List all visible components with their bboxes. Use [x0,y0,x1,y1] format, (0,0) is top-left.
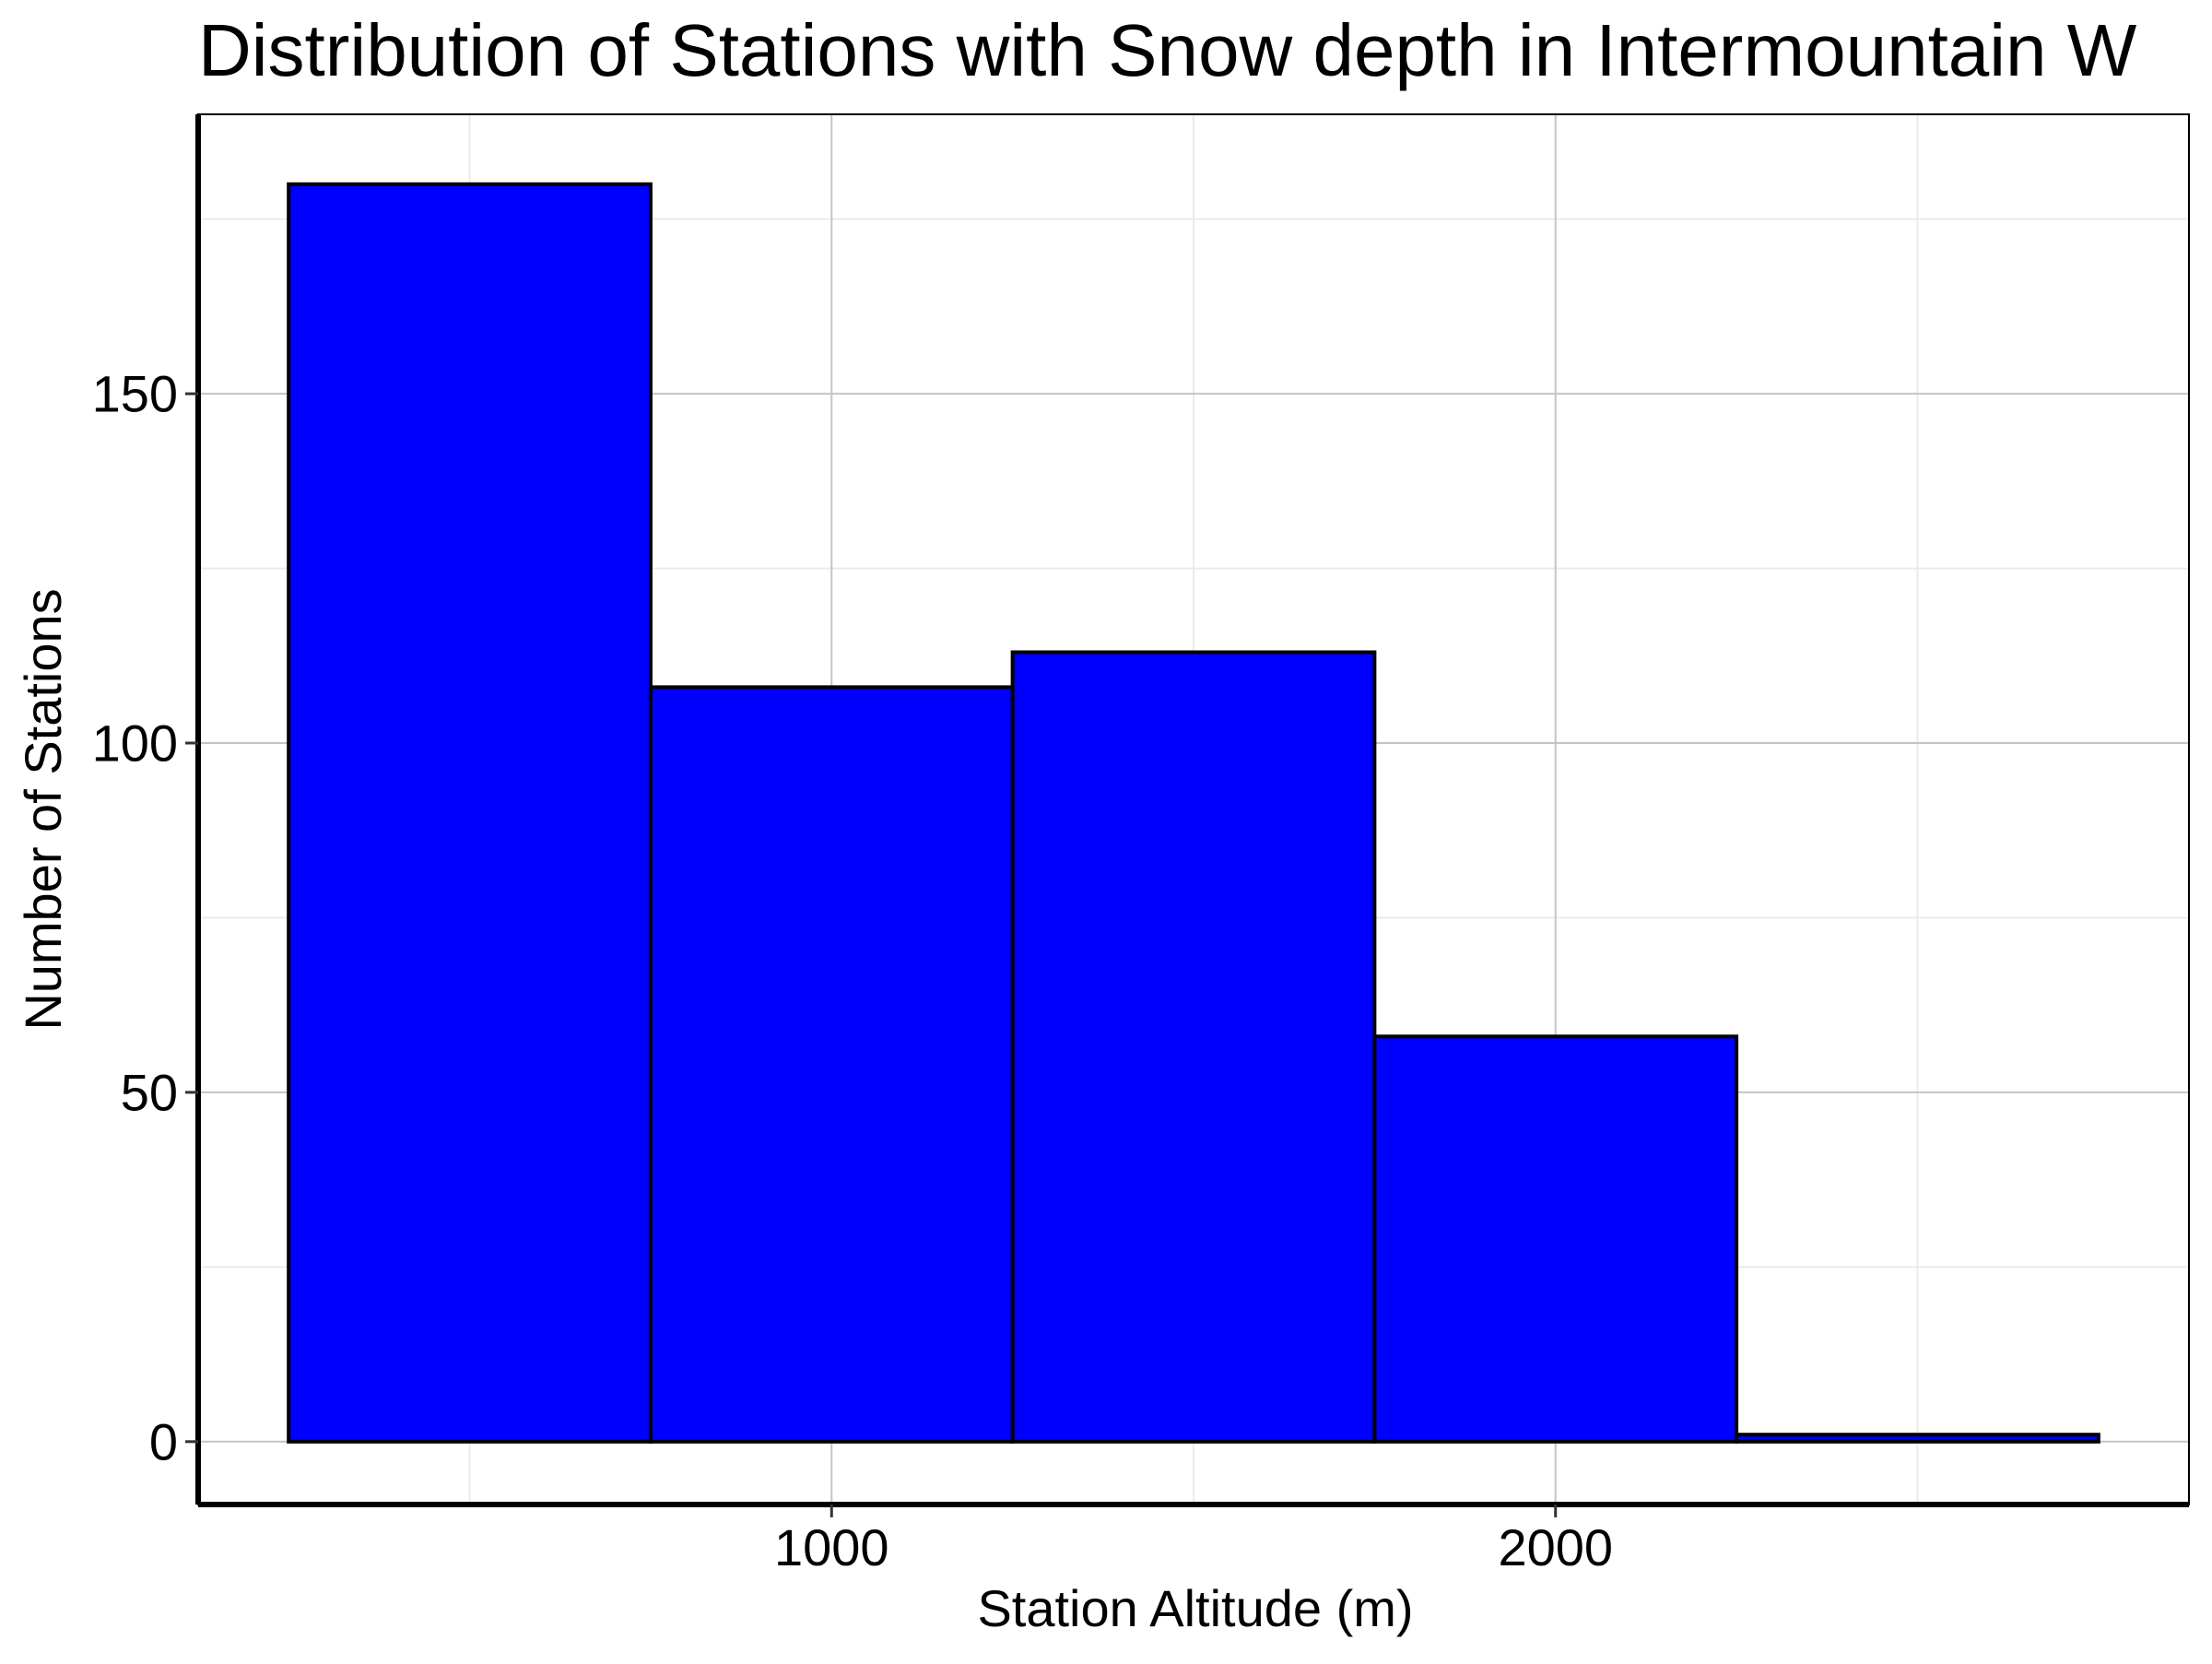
y-tick-label: 50 [121,1063,178,1121]
y-axis-title: Number of Stations [14,588,72,1030]
chart-title: Distribution of Stations with Snow depth… [198,9,2137,91]
x-tick-label: 2000 [1498,1518,1613,1576]
histogram-bar-2 [648,685,1015,1444]
y-tick-label: 150 [92,365,178,423]
x-tick-label: 1000 [774,1518,889,1576]
axis-ticks: 1000 2000 0 50 100 150 [92,365,1613,1576]
histogram-bar-4 [1372,1034,1739,1444]
x-axis-title: Station Altitude (m) [977,1579,1413,1637]
histogram-bars [287,182,2100,1444]
histogram-bar-1 [287,182,653,1444]
histogram-bar-5 [1735,1433,2100,1444]
y-tick-label: 100 [92,714,178,773]
histogram-bar-3 [1010,650,1377,1444]
y-tick-label: 0 [149,1412,178,1470]
